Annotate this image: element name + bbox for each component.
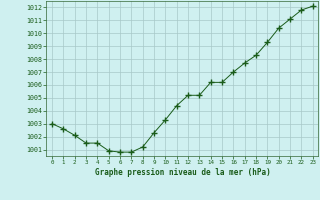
X-axis label: Graphe pression niveau de la mer (hPa): Graphe pression niveau de la mer (hPa) — [94, 168, 270, 177]
